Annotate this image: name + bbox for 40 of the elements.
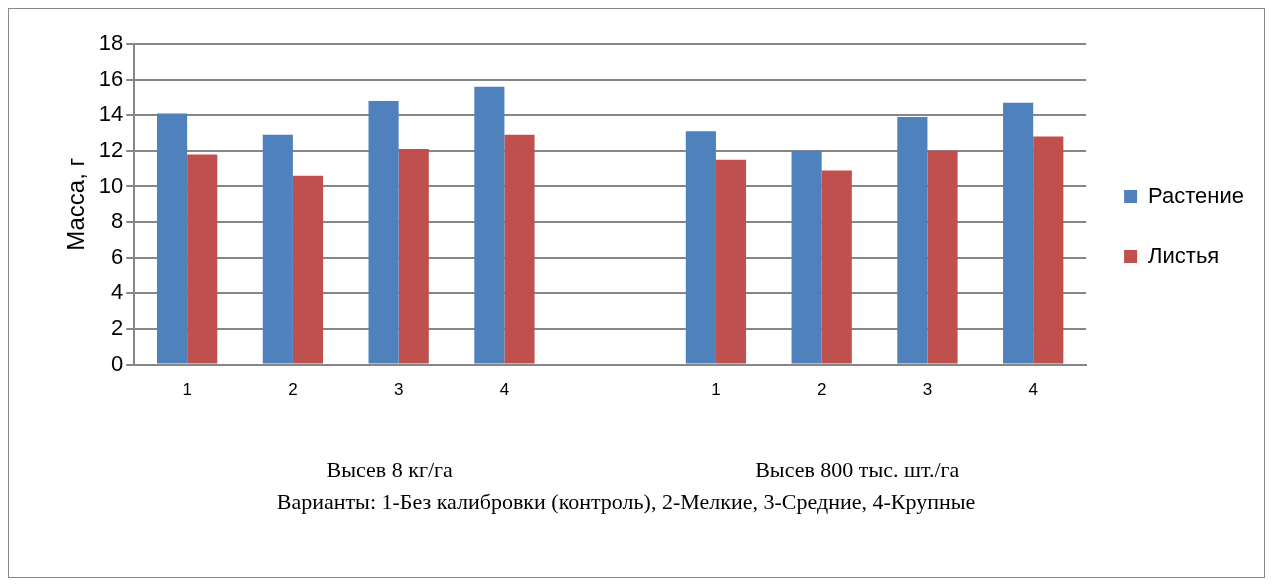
text: Высев 800 тыс. шт./га (754, 457, 961, 483)
bar (292, 175, 324, 364)
x-axis-title: Варианты: 1-Без калибровки (контроль), 2-Мелкие, 3-Средние, 4-Крупные (275, 488, 977, 516)
x-tick-label: 3 (922, 380, 933, 400)
x-tick-label: 4 (499, 380, 510, 400)
y-axis-title: Масса, г (62, 157, 90, 251)
x-tick-label: 3 (393, 380, 404, 400)
y-tick-label: 18 (98, 30, 124, 56)
x-tick-label: 2 (816, 380, 827, 400)
x-tick-label: 1 (182, 380, 192, 400)
bar (1003, 102, 1034, 364)
y-tick-label: 16 (98, 65, 124, 91)
bar (821, 170, 852, 364)
bar (897, 117, 928, 364)
bar (187, 154, 218, 364)
y-tick-label: 8 (111, 208, 124, 234)
bar (1033, 136, 1064, 364)
bar (715, 159, 747, 364)
bar (504, 134, 535, 364)
bar (368, 101, 399, 364)
y-tick-label: 4 (111, 279, 124, 305)
y-tick-label: 2 (111, 315, 124, 341)
bar (927, 150, 958, 364)
bar (262, 134, 293, 364)
y-tick-label: 6 (111, 243, 124, 269)
bar (474, 86, 505, 364)
x-tick-label: 1 (711, 380, 721, 400)
y-tick-label: 10 (98, 172, 124, 198)
x-tick-label: 2 (288, 380, 298, 400)
bar (157, 113, 188, 364)
y-tick-label: 14 (98, 101, 124, 127)
y-tick-label: 0 (111, 350, 124, 376)
text: Высев 8 кг/га (325, 457, 454, 483)
bar (398, 149, 429, 364)
bar (685, 131, 716, 364)
bar (791, 150, 822, 364)
legend-label: Листья (1148, 242, 1220, 268)
legend-label: Растение (1148, 182, 1244, 208)
y-tick-label: 12 (98, 136, 124, 162)
x-tick-label: 4 (1028, 380, 1038, 400)
